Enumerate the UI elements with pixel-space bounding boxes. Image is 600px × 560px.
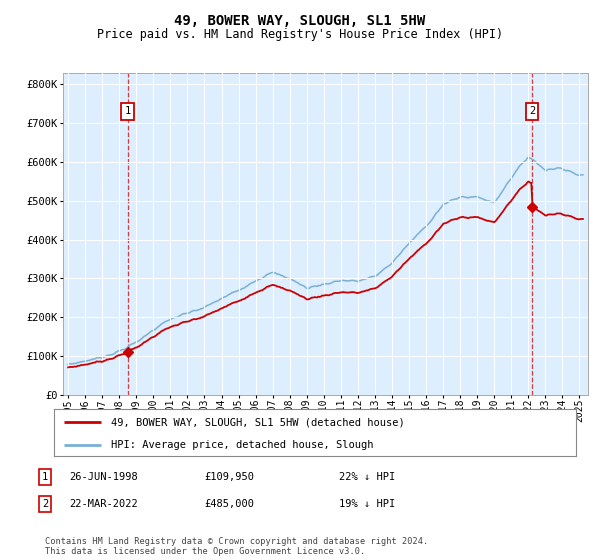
Text: 49, BOWER WAY, SLOUGH, SL1 5HW: 49, BOWER WAY, SLOUGH, SL1 5HW — [175, 14, 425, 28]
Text: 2: 2 — [42, 499, 48, 509]
Text: 22-MAR-2022: 22-MAR-2022 — [69, 499, 138, 509]
Text: 1: 1 — [124, 106, 131, 116]
Text: 1: 1 — [42, 472, 48, 482]
Text: 19% ↓ HPI: 19% ↓ HPI — [339, 499, 395, 509]
Text: HPI: Average price, detached house, Slough: HPI: Average price, detached house, Slou… — [112, 440, 374, 450]
Text: £485,000: £485,000 — [204, 499, 254, 509]
Text: 2: 2 — [529, 106, 535, 116]
Text: Contains HM Land Registry data © Crown copyright and database right 2024.
This d: Contains HM Land Registry data © Crown c… — [45, 536, 428, 556]
Text: 26-JUN-1998: 26-JUN-1998 — [69, 472, 138, 482]
Text: 22% ↓ HPI: 22% ↓ HPI — [339, 472, 395, 482]
Text: 49, BOWER WAY, SLOUGH, SL1 5HW (detached house): 49, BOWER WAY, SLOUGH, SL1 5HW (detached… — [112, 417, 405, 427]
Text: £109,950: £109,950 — [204, 472, 254, 482]
Text: Price paid vs. HM Land Registry's House Price Index (HPI): Price paid vs. HM Land Registry's House … — [97, 28, 503, 41]
